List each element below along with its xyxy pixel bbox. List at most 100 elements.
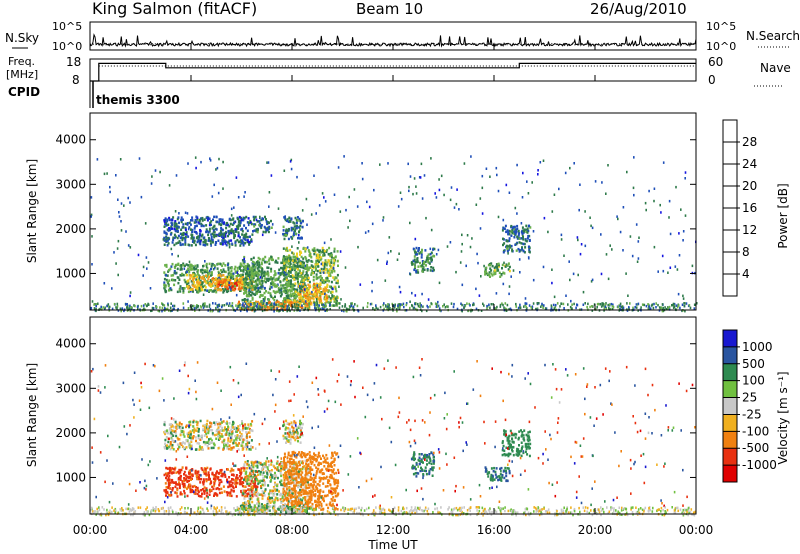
data-cell [285,485,288,488]
data-cell [250,302,252,306]
data-cell [250,306,253,310]
data-cell [551,210,554,213]
data-cell [495,292,498,295]
data-cell [195,220,198,224]
data-cell [178,484,181,488]
data-cell [285,304,288,307]
data-cell [307,249,310,252]
data-cell [318,253,321,257]
data-cell [225,430,228,434]
data-cell [279,288,282,292]
data-cell [247,303,250,306]
data-cell [502,251,505,254]
data-cell [287,440,290,443]
data-cell [274,261,277,264]
data-cell [242,241,244,244]
data-cell [187,243,190,246]
nave-tick-top: 60 [708,55,723,69]
data-cell [172,481,175,484]
data-cell [217,278,220,281]
data-cell [466,234,469,237]
data-cell [524,297,527,300]
data-cell [204,472,207,476]
data-cell [245,489,247,493]
data-cell [172,434,175,437]
data-cell [202,285,204,288]
data-cell [207,440,210,444]
data-cell [330,269,333,272]
data-cell [206,435,208,439]
data-cell [226,478,228,481]
data-cell [260,286,263,289]
data-cell [234,282,236,285]
data-cell [420,253,423,256]
data-cell [270,174,273,177]
data-cell [260,493,263,496]
data-cell [282,259,285,263]
data-cell [202,293,205,296]
data-cell [291,274,294,277]
data-cell [285,419,288,423]
data-cell [661,254,664,258]
data-cell [287,262,290,266]
data-cell [200,217,202,220]
data-cell [320,257,323,260]
data-cell [248,243,251,246]
data-cell [203,424,206,427]
data-cell [289,248,292,252]
data-cell [319,296,322,299]
data-cell [430,251,433,254]
data-cell [284,269,287,272]
data-cell [193,273,196,276]
data-cell [343,155,345,158]
data-cell [550,304,553,307]
data-cell [366,305,369,308]
data-cell [641,303,644,306]
data-cell [273,270,276,273]
data-cell [185,270,188,274]
data-cell [315,302,317,305]
data-cell [195,224,198,228]
data-cell [284,258,286,261]
data-cell [223,490,226,493]
data-cell [239,281,242,284]
data-cell [291,284,294,288]
data-cell [173,227,176,231]
data-cell [372,307,374,310]
data-cell [179,285,182,288]
data-cell [246,303,248,306]
data-cell [490,262,493,265]
data-cell [216,166,219,170]
data-cell [605,253,608,256]
data-cell [255,292,258,295]
data-cell [256,470,258,473]
data-cell [594,180,597,183]
data-cell [197,290,200,293]
data-cell [313,252,316,256]
data-cell [217,270,220,274]
data-cell [284,290,286,293]
data-cell [165,489,168,492]
data-cell [215,282,218,285]
data-cell [276,309,278,312]
data-cell [189,471,192,474]
data-cell [299,429,302,432]
data-cell [295,425,298,429]
data-cell [464,304,466,308]
data-cell [226,302,228,305]
data-cell [502,226,505,230]
data-cell [345,309,347,313]
data-cell [493,269,496,272]
data-cell [324,293,327,297]
data-cell [226,493,229,497]
data-cell [324,292,326,296]
data-cell [205,281,208,285]
data-cell [243,288,246,292]
data-cell [237,435,240,438]
data-cell [324,280,327,284]
data-cell [284,277,287,281]
data-cell [571,307,573,310]
data-cell [161,302,163,305]
data-cell [510,275,512,278]
data-cell [256,305,258,308]
